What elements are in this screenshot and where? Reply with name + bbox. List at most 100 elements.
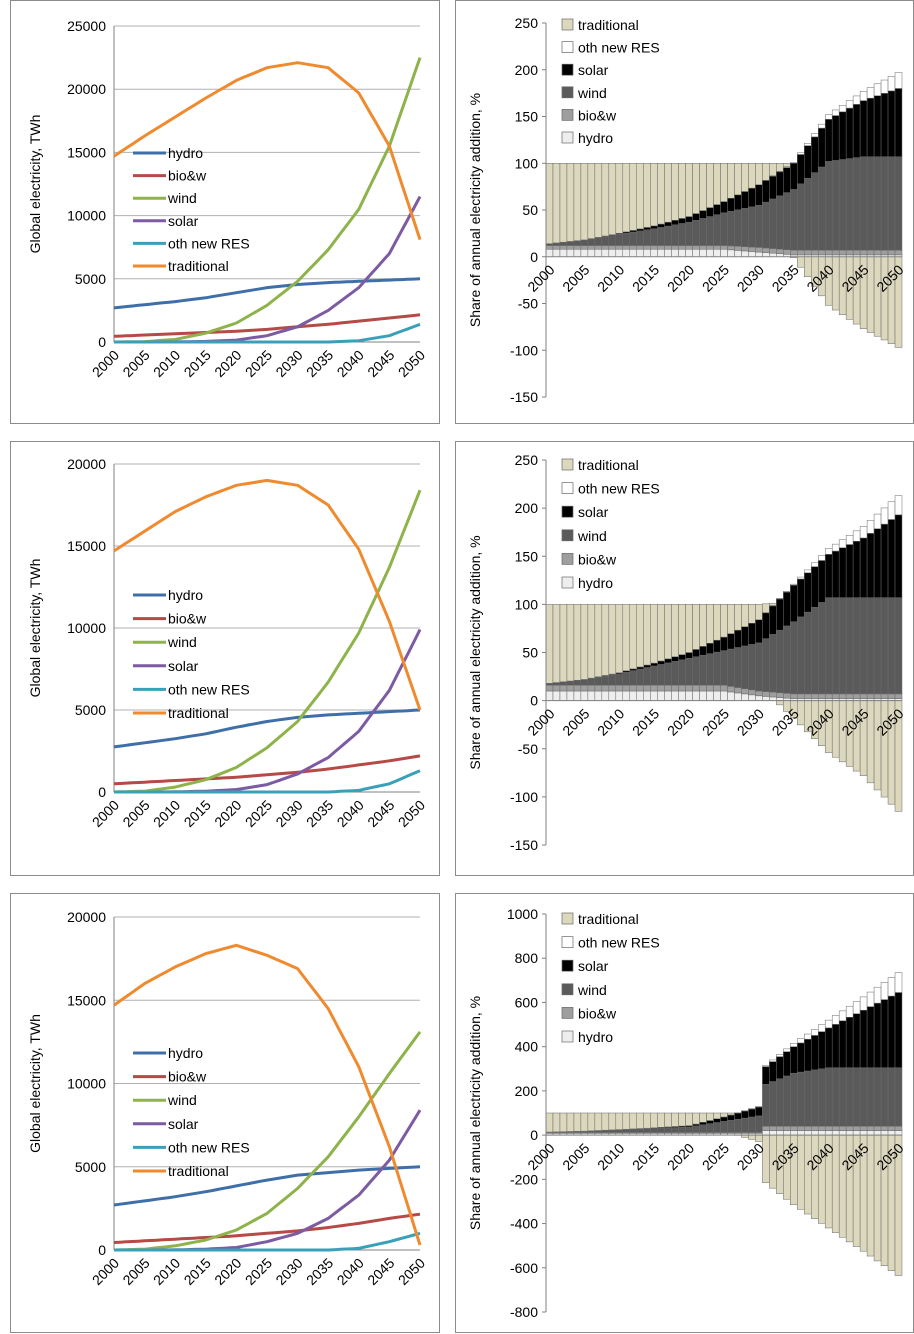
- bar-hydro: [776, 1131, 783, 1135]
- y-tick-label: 250: [515, 452, 539, 468]
- bar-hydro: [762, 253, 769, 257]
- bar-solar: [727, 634, 734, 649]
- bar-wind: [832, 1068, 839, 1127]
- legend-label-hydro: hydro: [168, 145, 203, 161]
- bar-hydro: [783, 1131, 790, 1135]
- bar-wind: [651, 229, 658, 246]
- legend-label-oth-new-res: oth new RES: [168, 681, 250, 697]
- bar-traditional: [748, 1135, 755, 1139]
- bar-wind: [846, 159, 853, 251]
- legend-label-hydro: hydro: [578, 1029, 613, 1045]
- y-tick-label: 200: [515, 1083, 539, 1099]
- bar-hydro: [679, 691, 686, 701]
- bar-hydro: [874, 1131, 881, 1135]
- bar-wind: [700, 655, 707, 685]
- legend-label-wind: wind: [577, 528, 607, 544]
- bar-solar: [895, 515, 902, 598]
- legend-label-solar: solar: [168, 213, 199, 229]
- bar-solar: [714, 640, 721, 652]
- bar-solar: [867, 98, 874, 157]
- bar-wind: [707, 654, 714, 686]
- y-tick-label: 0: [98, 784, 106, 800]
- bar-bioandw: [818, 1126, 825, 1130]
- bar-traditional: [741, 163, 748, 191]
- bar-bioandw: [874, 694, 881, 699]
- bar-oth-new-res: [867, 520, 874, 533]
- y-tick-label: 25000: [67, 18, 106, 34]
- bar-solar: [853, 541, 860, 597]
- bar-wind: [867, 157, 874, 251]
- bar-oth-new-res: [832, 110, 839, 116]
- bar-oth-new-res: [881, 982, 888, 999]
- x-tick-label: 2015: [629, 1140, 662, 1173]
- bar-traditional: [560, 1113, 567, 1132]
- bar-traditional: [686, 604, 693, 652]
- bar-bioandw: [748, 247, 755, 251]
- bar-solar: [700, 1122, 707, 1124]
- bar-hydro: [707, 691, 714, 701]
- x-tick-label: 2040: [334, 797, 367, 830]
- bar-traditional: [623, 1113, 630, 1129]
- bar-traditional: [574, 1113, 581, 1131]
- bar-wind: [609, 675, 616, 685]
- bar-bioandw: [783, 250, 790, 255]
- y-axis-title: Share of annual electricity addition, %: [467, 535, 483, 769]
- bar-wind: [825, 161, 832, 250]
- bar-solar: [888, 996, 895, 1068]
- bar-wind: [546, 244, 553, 246]
- bar-traditional: [588, 604, 595, 678]
- bar-wind: [581, 240, 588, 246]
- bar-bioandw: [693, 246, 700, 250]
- bar-solar: [755, 185, 762, 206]
- bar-wind: [762, 202, 769, 248]
- bar-wind: [616, 674, 623, 686]
- bar-wind: [665, 1128, 672, 1133]
- bar-wind: [560, 682, 567, 685]
- y-tick-label: -400: [510, 1216, 538, 1232]
- bar-wind: [679, 1127, 686, 1132]
- bar-solar: [658, 224, 665, 227]
- bar-wind: [707, 1124, 714, 1133]
- bar-solar: [895, 88, 902, 156]
- bar-wind: [672, 661, 679, 685]
- bar-hydro: [574, 249, 581, 256]
- bar-traditional: [679, 1113, 686, 1126]
- bar-hydro: [644, 691, 651, 701]
- bar-bioandw: [853, 694, 860, 699]
- bar-traditional: [804, 257, 811, 277]
- bar-wind: [623, 233, 630, 245]
- bar-traditional: [546, 163, 553, 243]
- bar-wind: [860, 1068, 867, 1127]
- bar-hydro: [609, 249, 616, 256]
- bar-solar: [783, 592, 790, 626]
- x-tick-label: 2020: [664, 1140, 697, 1173]
- bar-traditional: [630, 1113, 637, 1129]
- x-tick-label: 2030: [272, 347, 305, 380]
- bar-traditional: [553, 1113, 560, 1132]
- x-tick-label: 2005: [119, 797, 152, 830]
- bar-hydro: [574, 691, 581, 701]
- bar-traditional: [700, 163, 707, 210]
- legend-label-wind: wind: [577, 982, 607, 998]
- bar-solar: [630, 230, 637, 232]
- bar-traditional: [609, 163, 616, 234]
- bar-solar: [874, 529, 881, 598]
- bar-bioandw: [588, 246, 595, 250]
- y-axis-title: Global electricity, TWh: [27, 115, 43, 254]
- bar-solar: [846, 545, 853, 598]
- x-tick-label: 2050: [395, 1255, 428, 1288]
- bar-solar: [783, 168, 790, 193]
- bar-solar: [658, 661, 665, 664]
- bar-traditional: [588, 1113, 595, 1131]
- x-tick-label: 2000: [524, 705, 557, 738]
- bar-wind: [860, 157, 867, 251]
- bar-traditional: [874, 257, 881, 336]
- bar-solar: [832, 116, 839, 161]
- bar-traditional: [693, 163, 700, 213]
- bar-traditional: [560, 163, 567, 242]
- bar-bioandw: [769, 1126, 776, 1130]
- bar-wind: [797, 184, 804, 250]
- bar-traditional: [616, 604, 623, 672]
